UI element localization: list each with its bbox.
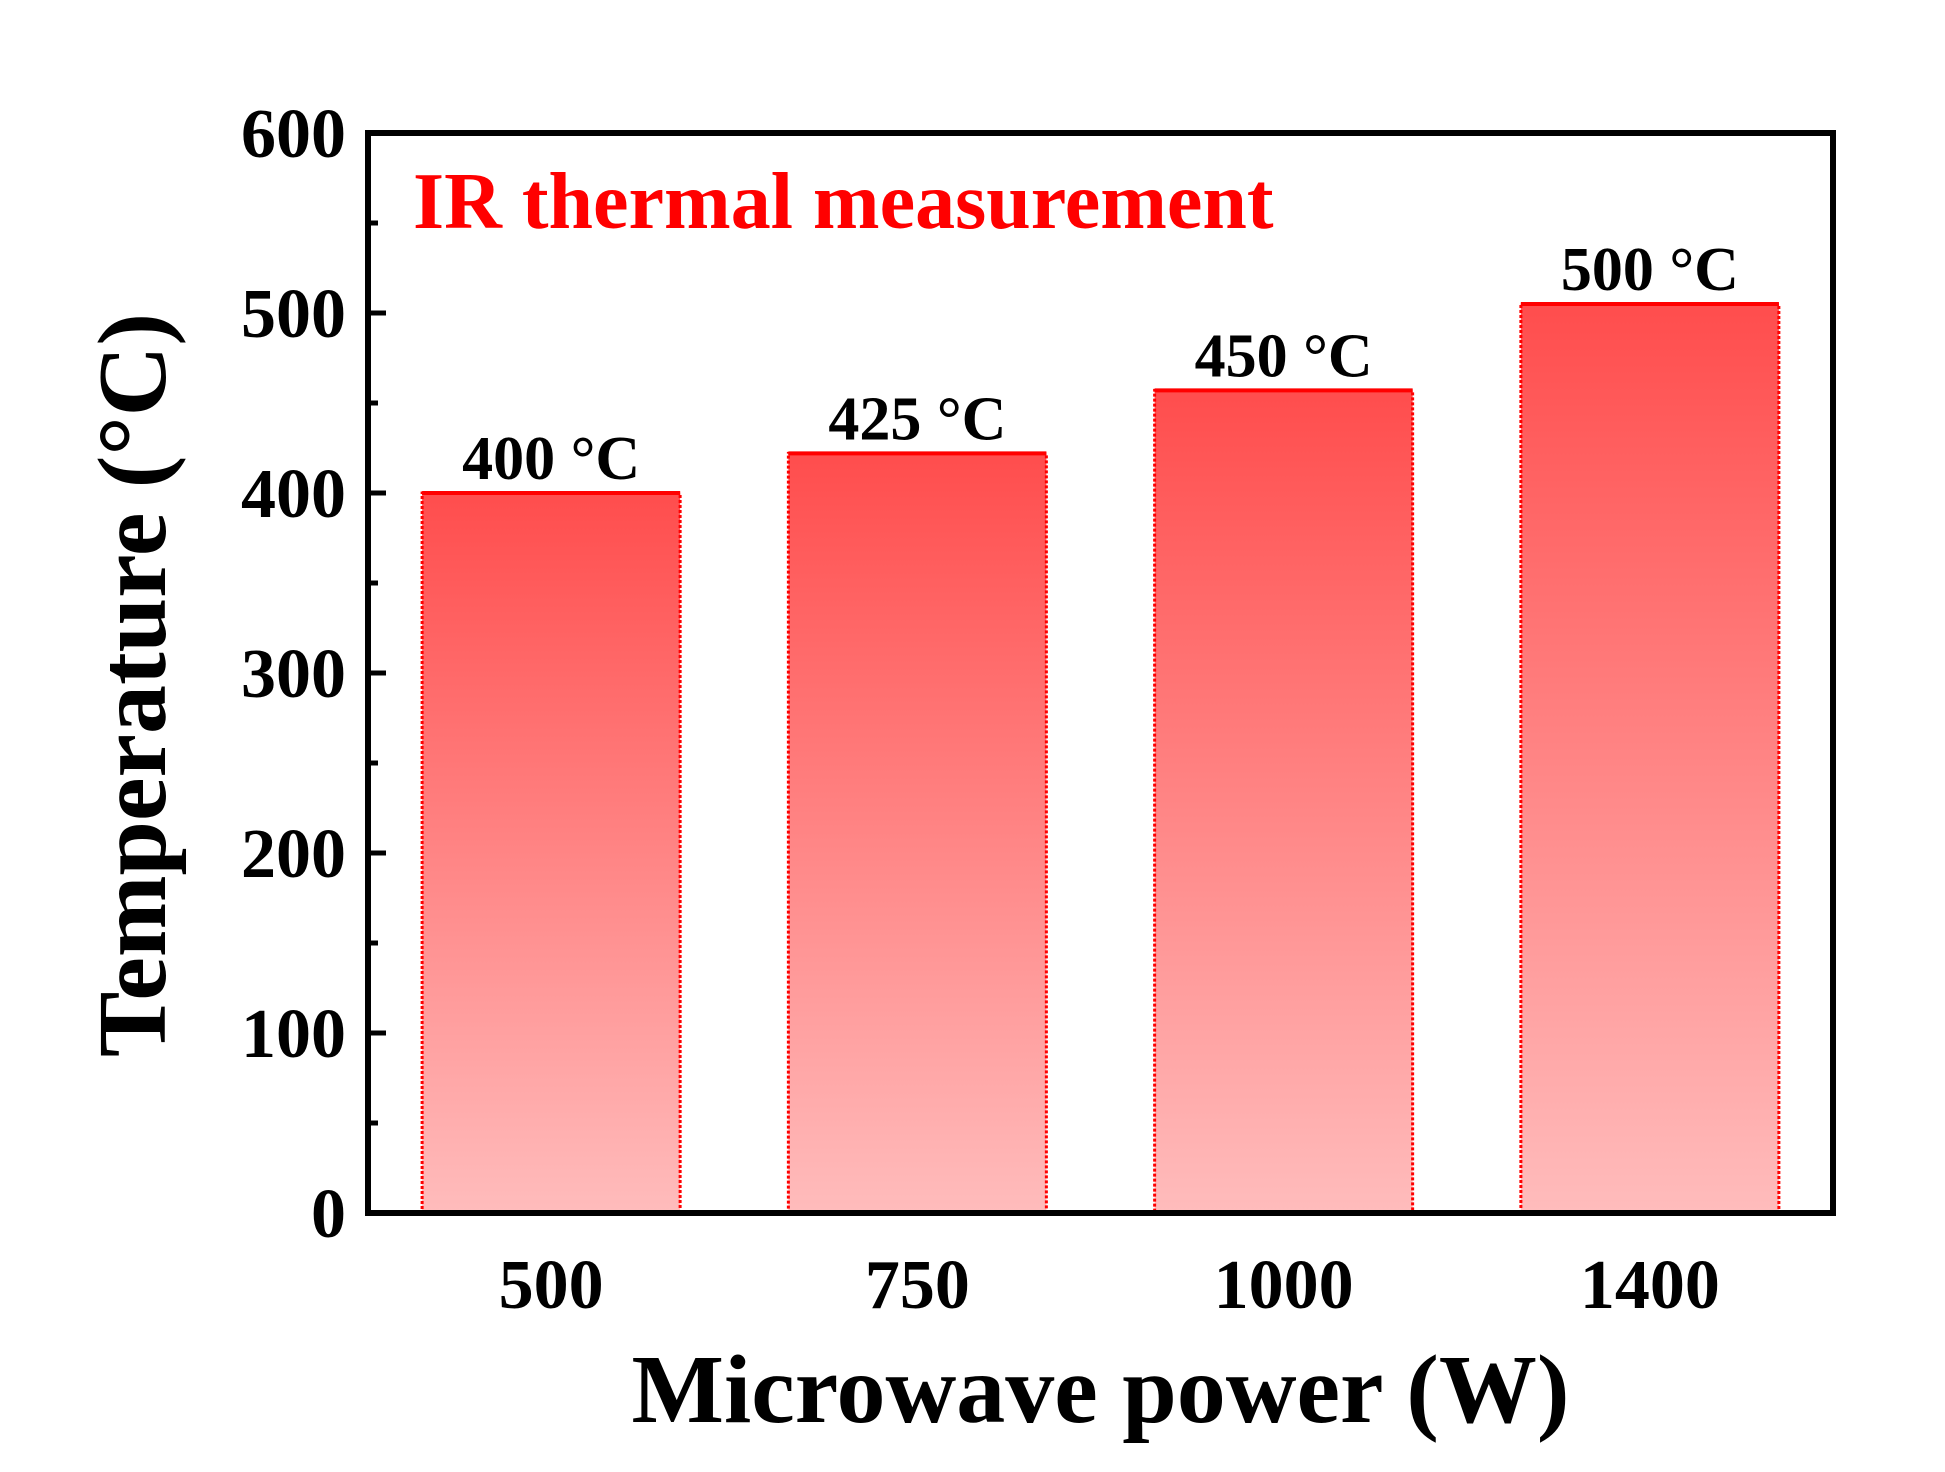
data-label-1000: 450 °C <box>1195 322 1373 390</box>
x-tick-label-500: 500 <box>499 1247 604 1324</box>
y-tick-label-0: 0 <box>311 1176 346 1253</box>
y-tick-label-500: 500 <box>241 276 346 353</box>
y-tick-label-400: 400 <box>241 456 346 533</box>
y-tick-label-600: 600 <box>241 96 346 173</box>
annotation-ir-thermal-measurement: IR thermal measurement <box>413 158 1274 246</box>
x-tick-label-1400: 1400 <box>1580 1247 1720 1324</box>
bar-750 <box>786 451 1048 1215</box>
data-label-1400: 500 °C <box>1561 236 1739 304</box>
bar-1400 <box>1519 302 1781 1215</box>
data-labels: 400 °C 425 °C 450 °C 500 °C <box>462 236 1739 493</box>
y-tick-label-200: 200 <box>241 816 346 893</box>
bar-500 <box>420 491 682 1215</box>
data-label-750: 425 °C <box>828 385 1006 453</box>
y-axis-tick-labels: 0 100 200 300 400 500 600 <box>241 96 346 1253</box>
y-tick-label-300: 300 <box>241 636 346 713</box>
y-axis-title: Temperature (°C) <box>79 313 187 1057</box>
x-tick-label-1000: 1000 <box>1214 1247 1354 1324</box>
data-label-500: 400 °C <box>462 425 640 493</box>
y-axis-ticks <box>368 130 386 1216</box>
x-axis-title: Microwave power (W) <box>632 1336 1570 1444</box>
x-tick-label-750: 750 <box>865 1247 970 1324</box>
y-tick-label-100: 100 <box>241 996 346 1073</box>
bars <box>420 302 1781 1215</box>
bar-1000 <box>1153 388 1415 1215</box>
x-axis-tick-labels: 500 750 1000 1400 <box>499 1247 1720 1324</box>
